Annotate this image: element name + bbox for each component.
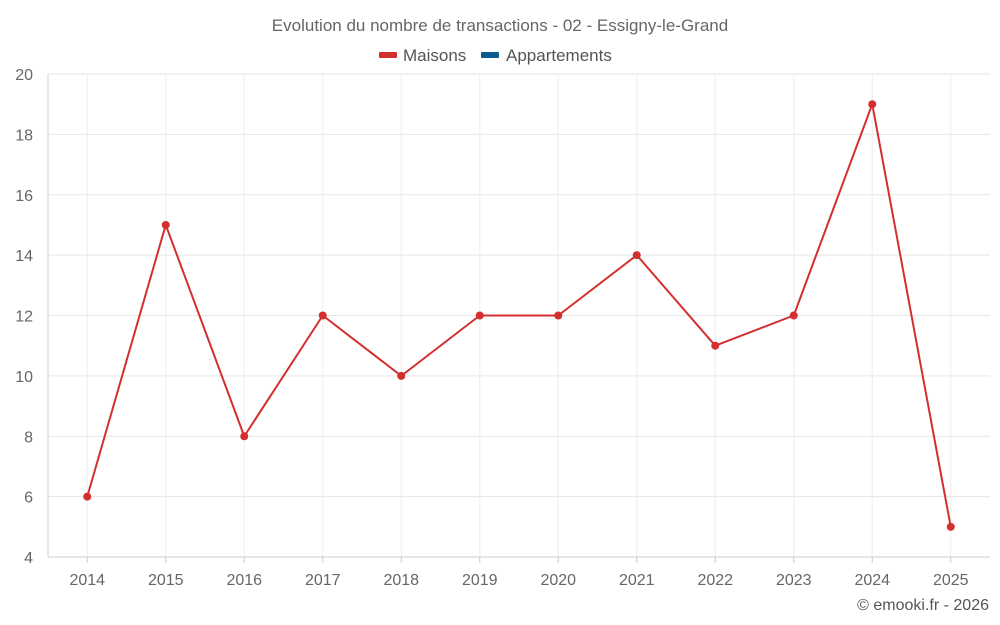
legend[interactable]: Maisons Appartements — [379, 46, 612, 65]
data-point-maisons[interactable] — [83, 492, 92, 501]
data-point-maisons[interactable] — [554, 311, 563, 320]
data-point-maisons[interactable] — [397, 371, 406, 380]
data-point-maisons[interactable] — [868, 100, 877, 109]
chart-title: Evolution du nombre de transactions - 02… — [272, 16, 728, 35]
x-tick-label: 2023 — [776, 572, 812, 589]
data-point-maisons[interactable] — [240, 432, 249, 441]
y-tick-label: 10 — [15, 369, 33, 386]
x-tick-label: 2024 — [854, 572, 890, 589]
data-point-maisons[interactable] — [318, 311, 327, 320]
x-tick-label: 2021 — [619, 572, 655, 589]
legend-item-appartements[interactable]: Appartements — [481, 46, 612, 65]
legend-label-appartements: Appartements — [506, 46, 612, 65]
y-axis: 4 6 8 10 12 14 16 18 20 — [15, 67, 49, 567]
y-tick-label: 6 — [24, 490, 33, 507]
y-tick-label: 20 — [15, 67, 33, 84]
x-tick-label: 2016 — [226, 572, 262, 589]
y-tick-label: 18 — [15, 127, 33, 144]
x-tick-label: 2020 — [540, 572, 576, 589]
data-point-maisons[interactable] — [711, 341, 720, 350]
x-tick-label: 2018 — [383, 572, 419, 589]
y-tick-label: 12 — [15, 309, 33, 326]
credit-text: © emooki.fr - 2026 — [857, 597, 989, 614]
x-tick-label: 2015 — [148, 572, 184, 589]
data-point-maisons[interactable] — [632, 251, 641, 260]
y-tick-label: 16 — [15, 188, 33, 205]
legend-swatch-maisons — [379, 52, 397, 58]
data-point-maisons[interactable] — [946, 522, 955, 531]
x-tick-label: 2019 — [462, 572, 498, 589]
x-tick-label: 2017 — [305, 572, 341, 589]
legend-label-maisons: Maisons — [403, 46, 466, 65]
data-point-maisons[interactable] — [161, 220, 170, 229]
legend-swatch-appartements — [481, 52, 499, 58]
x-tick-label: 2025 — [933, 572, 969, 589]
x-tick-label: 2022 — [697, 572, 733, 589]
x-tick-label: 2014 — [69, 572, 105, 589]
y-tick-label: 8 — [24, 429, 33, 446]
y-tick-label: 4 — [24, 550, 33, 567]
legend-item-maisons[interactable]: Maisons — [379, 46, 466, 65]
series-line-maisons — [86, 103, 952, 527]
x-axis: 2014 2015 2016 2017 2018 2019 2020 2021 2022 2023… — [48, 556, 990, 589]
y-tick-label: 14 — [15, 248, 33, 265]
data-point-maisons[interactable] — [475, 311, 484, 320]
series-maisons — [83, 100, 955, 531]
data-point-maisons[interactable] — [789, 311, 798, 320]
